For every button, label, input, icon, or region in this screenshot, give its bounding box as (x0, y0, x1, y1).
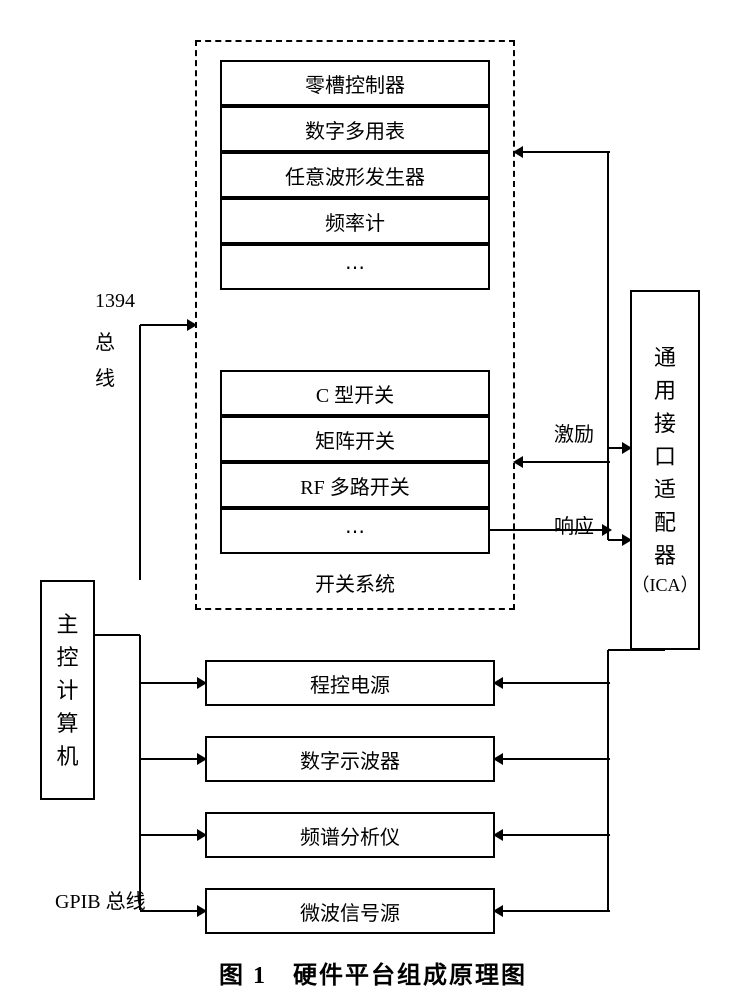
connector (608, 649, 665, 651)
instr-row-2: 任意波形发生器 (220, 152, 490, 198)
ica-char: 配 (654, 506, 676, 539)
ica-suffix: （ICA） (632, 572, 699, 599)
connector (490, 529, 610, 531)
ica-char: 口 (654, 440, 676, 473)
label-1394-bus: 总 (95, 326, 115, 355)
connector (608, 447, 630, 449)
switch-row-1: 矩阵开关 (220, 416, 490, 462)
switch-row-2: RF 多路开关 (220, 462, 490, 508)
connector (515, 151, 610, 153)
ica-char: 接 (654, 407, 676, 440)
label-1394-bus: 线 (95, 362, 115, 391)
ica-char: 用 (654, 374, 676, 407)
instr-row-0: 零槽控制器 (220, 60, 490, 106)
ica-char: 通 (654, 341, 676, 374)
gpib-row-2: 频谱分析仪 (205, 812, 495, 858)
connector (608, 539, 630, 541)
connector (139, 325, 141, 580)
main-controller-char: 主 (56, 608, 78, 641)
connector (495, 834, 610, 836)
switch-row-3: ⋯ (220, 508, 490, 554)
main-controller-char: 算 (56, 707, 78, 740)
main-controller-char: 控 (56, 641, 78, 674)
label-stimulus: 激励 (554, 418, 594, 447)
switch-row-0: C 型开关 (220, 370, 490, 416)
connector (607, 152, 609, 448)
main-controller-char: 计 (56, 674, 78, 707)
connector (607, 650, 609, 911)
instr-row-3: 频率计 (220, 198, 490, 244)
instr-row-1: 数字多用表 (220, 106, 490, 152)
connector (140, 910, 205, 912)
main-controller-char: 机 (56, 740, 78, 773)
connector (140, 682, 205, 684)
connector (515, 461, 610, 463)
connector (140, 758, 205, 760)
ica-char: 器 (654, 539, 676, 572)
label-response: 响应 (554, 510, 594, 539)
gpib-row-1: 数字示波器 (205, 736, 495, 782)
connector (495, 682, 610, 684)
label-gpib-bus: GPIB 总线 (55, 885, 146, 914)
ica-box: 通用接口适配器（ICA） (630, 290, 700, 650)
instr-row-4: ⋯ (220, 244, 490, 290)
gpib-row-0: 程控电源 (205, 660, 495, 706)
connector (140, 324, 195, 326)
main-controller-box: 主控计算机 (40, 580, 95, 800)
connector (139, 635, 141, 910)
connector (495, 910, 610, 912)
ica-char: 适 (654, 473, 676, 506)
figure-caption: 图 1 硬件平台组成原理图 (0, 955, 746, 990)
connector (140, 834, 205, 836)
connector (607, 448, 609, 540)
connector (495, 758, 610, 760)
gpib-row-3: 微波信号源 (205, 888, 495, 934)
switch-system-label: 开关系统 (220, 568, 490, 597)
label-1394-bus: 1394 (95, 290, 135, 313)
connector (95, 634, 140, 636)
